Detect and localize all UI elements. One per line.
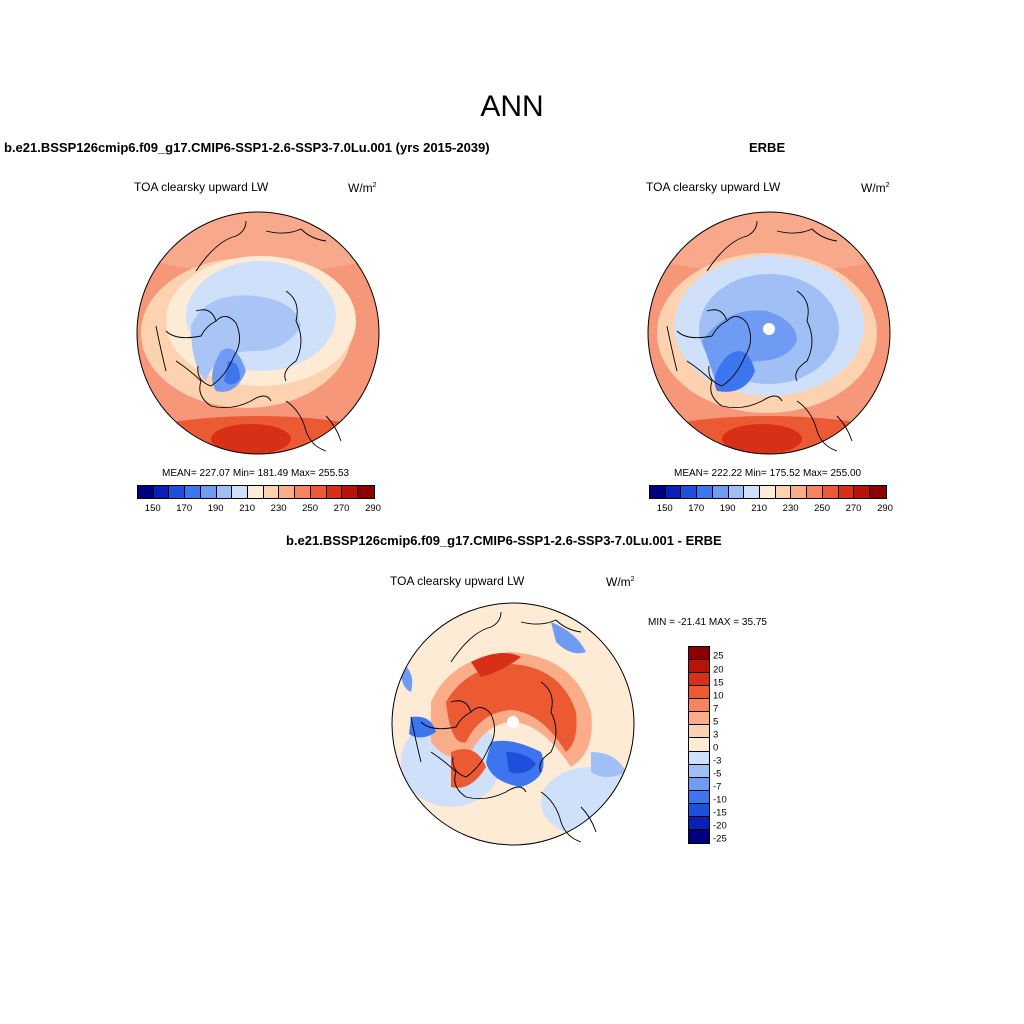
colorbar-swatch xyxy=(689,738,709,752)
colorbar-tick-label: 250 xyxy=(814,503,830,514)
model-colorbar-ticks: 150 170 190 210 230 250 270 290 xyxy=(137,503,381,515)
colorbar-level-label: 3 xyxy=(713,729,719,741)
colorbar-tick-label: 190 xyxy=(719,503,736,514)
colorbar-swatch xyxy=(689,673,709,687)
colorbar-swatch xyxy=(681,486,698,498)
colorbar-tick-label: 290 xyxy=(877,503,893,514)
model-panel-title: b.e21.BSSP126cmip6.f09_g17.CMIP6-SSP1-2.… xyxy=(4,140,490,155)
obs-colorbar xyxy=(649,485,887,499)
obs-variable-label: TOA clearsky upward LW xyxy=(646,180,781,194)
colorbar-level-label: -5 xyxy=(713,768,722,780)
colorbar-swatch xyxy=(689,816,709,830)
colorbar-level-label: 7 xyxy=(713,703,719,715)
colorbar-tick-label: 230 xyxy=(782,503,799,514)
colorbar-swatch xyxy=(791,486,808,498)
diff-panel-title: b.e21.BSSP126cmip6.f09_g17.CMIP6-SSP1-2.… xyxy=(286,533,722,548)
colorbar-swatch xyxy=(689,699,709,713)
colorbar-swatch xyxy=(712,486,729,498)
obs-units-label: W/m2 xyxy=(861,181,890,195)
colorbar-swatch xyxy=(185,486,201,498)
model-colorbar xyxy=(137,485,375,499)
colorbar-swatch xyxy=(232,486,249,498)
colorbar-swatch xyxy=(822,486,839,498)
colorbar-level-label: -7 xyxy=(713,781,722,793)
colorbar-swatch xyxy=(697,486,713,498)
colorbar-tick-label: 150 xyxy=(656,503,673,514)
colorbar-swatch xyxy=(310,486,327,498)
colorbar-swatch xyxy=(689,777,709,791)
colorbar-tick-label: 270 xyxy=(845,503,862,514)
colorbar-swatch xyxy=(689,660,709,674)
colorbar-tick-label: 250 xyxy=(302,503,318,514)
colorbar-tick-label: 170 xyxy=(688,503,705,514)
colorbar-swatch xyxy=(326,486,343,498)
colorbar-swatch xyxy=(689,803,709,817)
colorbar-tick-label: 210 xyxy=(239,503,256,514)
colorbar-tick-label: 210 xyxy=(751,503,768,514)
colorbar-swatch xyxy=(216,486,233,498)
obs-colorbar-ticks: 150 170 190 210 230 250 270 290 xyxy=(649,503,893,515)
colorbar-level-label: -25 xyxy=(713,833,727,845)
colorbar-swatch xyxy=(689,751,709,765)
colorbar-swatch xyxy=(665,486,682,498)
colorbar-swatch xyxy=(200,486,217,498)
colorbar-swatch xyxy=(138,486,154,498)
colorbar-level-label: -10 xyxy=(713,794,727,806)
colorbar-level-label: -3 xyxy=(713,755,722,767)
colorbar-level-label: -15 xyxy=(713,807,727,819)
colorbar-tick-label: 290 xyxy=(365,503,381,514)
diff-stats: MIN = -21.41 MAX = 35.75 xyxy=(648,617,767,628)
colorbar-swatch xyxy=(744,486,761,498)
obs-stats: MEAN= 222.22 Min= 175.52 Max= 255.00 xyxy=(674,468,862,479)
colorbar-swatch xyxy=(760,486,776,498)
colorbar-swatch xyxy=(838,486,855,498)
colorbar-swatch xyxy=(807,486,823,498)
colorbar-tick-label: 190 xyxy=(207,503,224,514)
colorbar-tick-label: 170 xyxy=(176,503,193,514)
colorbar-level-label: -20 xyxy=(713,820,727,832)
colorbar-swatch xyxy=(689,790,709,804)
colorbar-level-label: 0 xyxy=(713,742,719,754)
colorbar-swatch xyxy=(169,486,186,498)
colorbar-swatch xyxy=(870,486,886,498)
colorbar-swatch xyxy=(279,486,296,498)
colorbar-level-label: 15 xyxy=(713,677,724,689)
colorbar-swatch xyxy=(248,486,264,498)
figure-title: ANN xyxy=(480,90,544,123)
colorbar-swatch xyxy=(689,712,709,726)
colorbar-swatch xyxy=(854,486,871,498)
colorbar-swatch xyxy=(650,486,666,498)
diff-polar-map xyxy=(391,602,635,846)
colorbar-swatch xyxy=(263,486,280,498)
diff-units-label: W/m2 xyxy=(606,575,635,589)
colorbar-swatch xyxy=(295,486,311,498)
colorbar-tick-label: 270 xyxy=(333,503,350,514)
model-stats: MEAN= 227.07 Min= 181.49 Max= 255.53 xyxy=(162,468,350,479)
colorbar-level-label: 25 xyxy=(713,650,724,662)
colorbar-level-label: 20 xyxy=(713,664,724,676)
model-variable-label: TOA clearsky upward LW xyxy=(134,180,269,194)
obs-panel-title: ERBE xyxy=(749,140,786,155)
colorbar-swatch xyxy=(358,486,374,498)
colorbar-swatch xyxy=(728,486,745,498)
model-polar-map xyxy=(136,211,380,455)
colorbar-tick-label: 150 xyxy=(144,503,161,514)
colorbar-level-label: 10 xyxy=(713,690,724,702)
colorbar-swatch xyxy=(689,725,709,739)
colorbar-swatch xyxy=(153,486,170,498)
diff-colorbar-labels: 25 20 15 10 7 5 3 0 -3 -5 -7 -10 -15 -20 -25 xyxy=(713,646,753,845)
colorbar-swatch xyxy=(775,486,792,498)
colorbar-swatch xyxy=(689,686,709,700)
colorbar-swatch xyxy=(689,764,709,778)
diff-colorbar xyxy=(688,646,710,844)
colorbar-level-label: 5 xyxy=(713,716,719,728)
colorbar-tick-label: 230 xyxy=(270,503,287,514)
diff-variable-label: TOA clearsky upward LW xyxy=(390,574,525,588)
colorbar-swatch xyxy=(689,829,709,843)
colorbar-swatch xyxy=(342,486,359,498)
colorbar-swatch xyxy=(689,647,709,661)
obs-polar-map xyxy=(647,211,891,455)
model-units-label: W/m2 xyxy=(348,181,377,195)
